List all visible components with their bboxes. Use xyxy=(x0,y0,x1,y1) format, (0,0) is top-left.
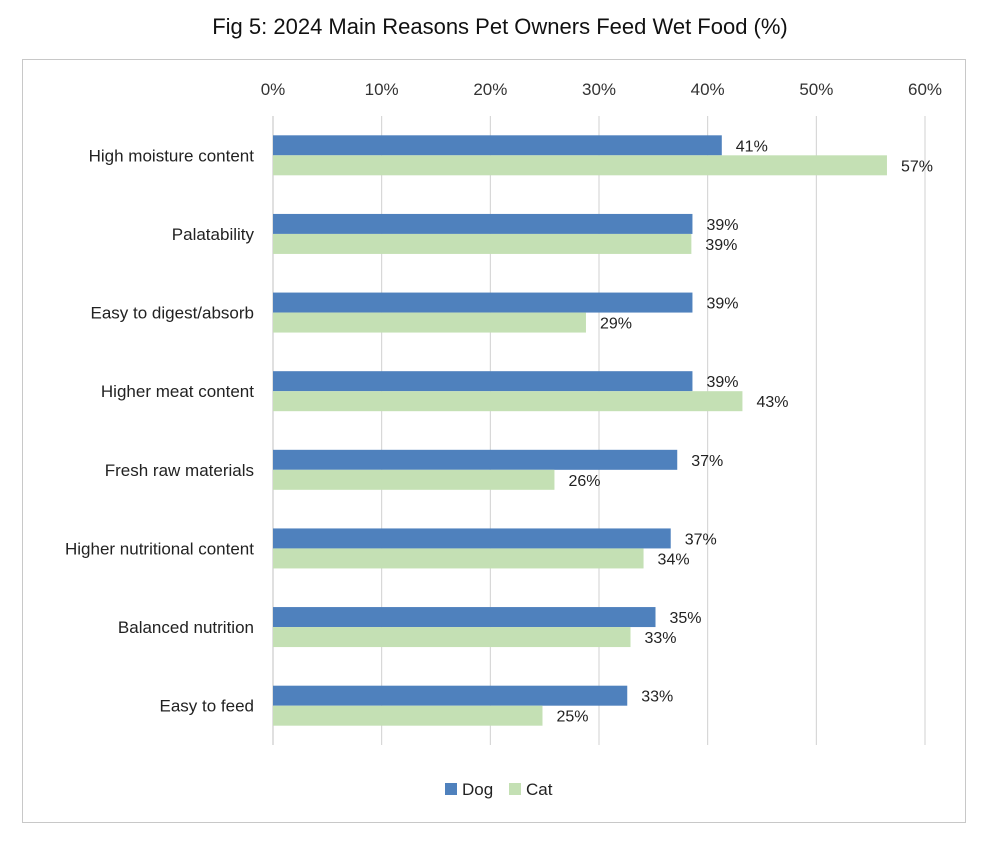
chart-title: Fig 5: 2024 Main Reasons Pet Owners Feed… xyxy=(212,14,788,39)
category-label: Easy to feed xyxy=(159,697,254,716)
category-label: Higher nutritional content xyxy=(65,539,254,558)
x-tick-label: 50% xyxy=(799,80,833,99)
bar-cat xyxy=(273,155,887,176)
data-label-dog: 39% xyxy=(706,374,738,391)
bar-dog xyxy=(273,135,722,156)
bar-dog xyxy=(273,449,678,470)
data-label-dog: 35% xyxy=(670,610,702,627)
x-tick-label: 20% xyxy=(473,80,507,99)
legend: Dog Cat xyxy=(445,780,553,799)
legend-swatch-cat xyxy=(509,783,521,795)
x-tick-label: 0% xyxy=(261,80,286,99)
legend-label-cat: Cat xyxy=(526,780,553,799)
bar-cat xyxy=(273,312,586,333)
bar-dog xyxy=(273,371,693,392)
bar-cat xyxy=(273,627,631,648)
data-label-cat: 39% xyxy=(705,237,737,254)
x-tick-label: 60% xyxy=(908,80,942,99)
legend-swatch-dog xyxy=(445,783,457,795)
data-label-cat: 34% xyxy=(658,551,690,568)
bar-cat xyxy=(273,548,644,569)
data-label-dog: 37% xyxy=(685,531,717,548)
legend-label-dog: Dog xyxy=(462,780,493,799)
data-labels: 41% 57% 39% 39% 39% 29% 39% 43% 37% 26% 37% 34% 35% 3… xyxy=(556,138,933,725)
bar-cat xyxy=(273,705,543,726)
x-axis-ticks: 0% 10% 20% 30% 40% 50% 60% xyxy=(261,80,942,99)
data-label-dog: 41% xyxy=(736,138,768,155)
bar-dog xyxy=(273,607,656,628)
data-label-cat: 25% xyxy=(556,709,588,726)
data-label-cat: 33% xyxy=(645,630,677,647)
bar-dog xyxy=(273,213,693,234)
data-label-dog: 37% xyxy=(691,453,723,470)
category-label: Easy to digest/absorb xyxy=(91,304,254,323)
data-label-cat: 26% xyxy=(568,473,600,490)
bar-cat xyxy=(273,469,555,490)
category-label: Fresh raw materials xyxy=(105,461,254,480)
data-label-dog: 39% xyxy=(706,296,738,313)
y-axis-categories: High moisture content Palatability Easy to… xyxy=(65,146,255,715)
category-label: Palatability xyxy=(172,225,255,244)
gridlines xyxy=(272,116,926,745)
data-label-dog: 33% xyxy=(641,689,673,706)
data-label-cat: 57% xyxy=(901,158,933,175)
x-tick-label: 40% xyxy=(691,80,725,99)
bar-dog xyxy=(273,292,693,313)
data-label-cat: 29% xyxy=(600,316,632,333)
x-tick-label: 10% xyxy=(365,80,399,99)
bars xyxy=(273,135,887,726)
data-label-dog: 39% xyxy=(706,217,738,234)
bar-cat xyxy=(273,391,743,412)
bar-cat xyxy=(273,233,692,254)
data-label-cat: 43% xyxy=(756,394,788,411)
bar-dog xyxy=(273,528,671,549)
category-label: High moisture content xyxy=(89,146,255,165)
category-label: Higher meat content xyxy=(101,382,254,401)
bar-dog xyxy=(273,685,628,706)
x-tick-label: 30% xyxy=(582,80,616,99)
category-label: Balanced nutrition xyxy=(118,618,254,637)
